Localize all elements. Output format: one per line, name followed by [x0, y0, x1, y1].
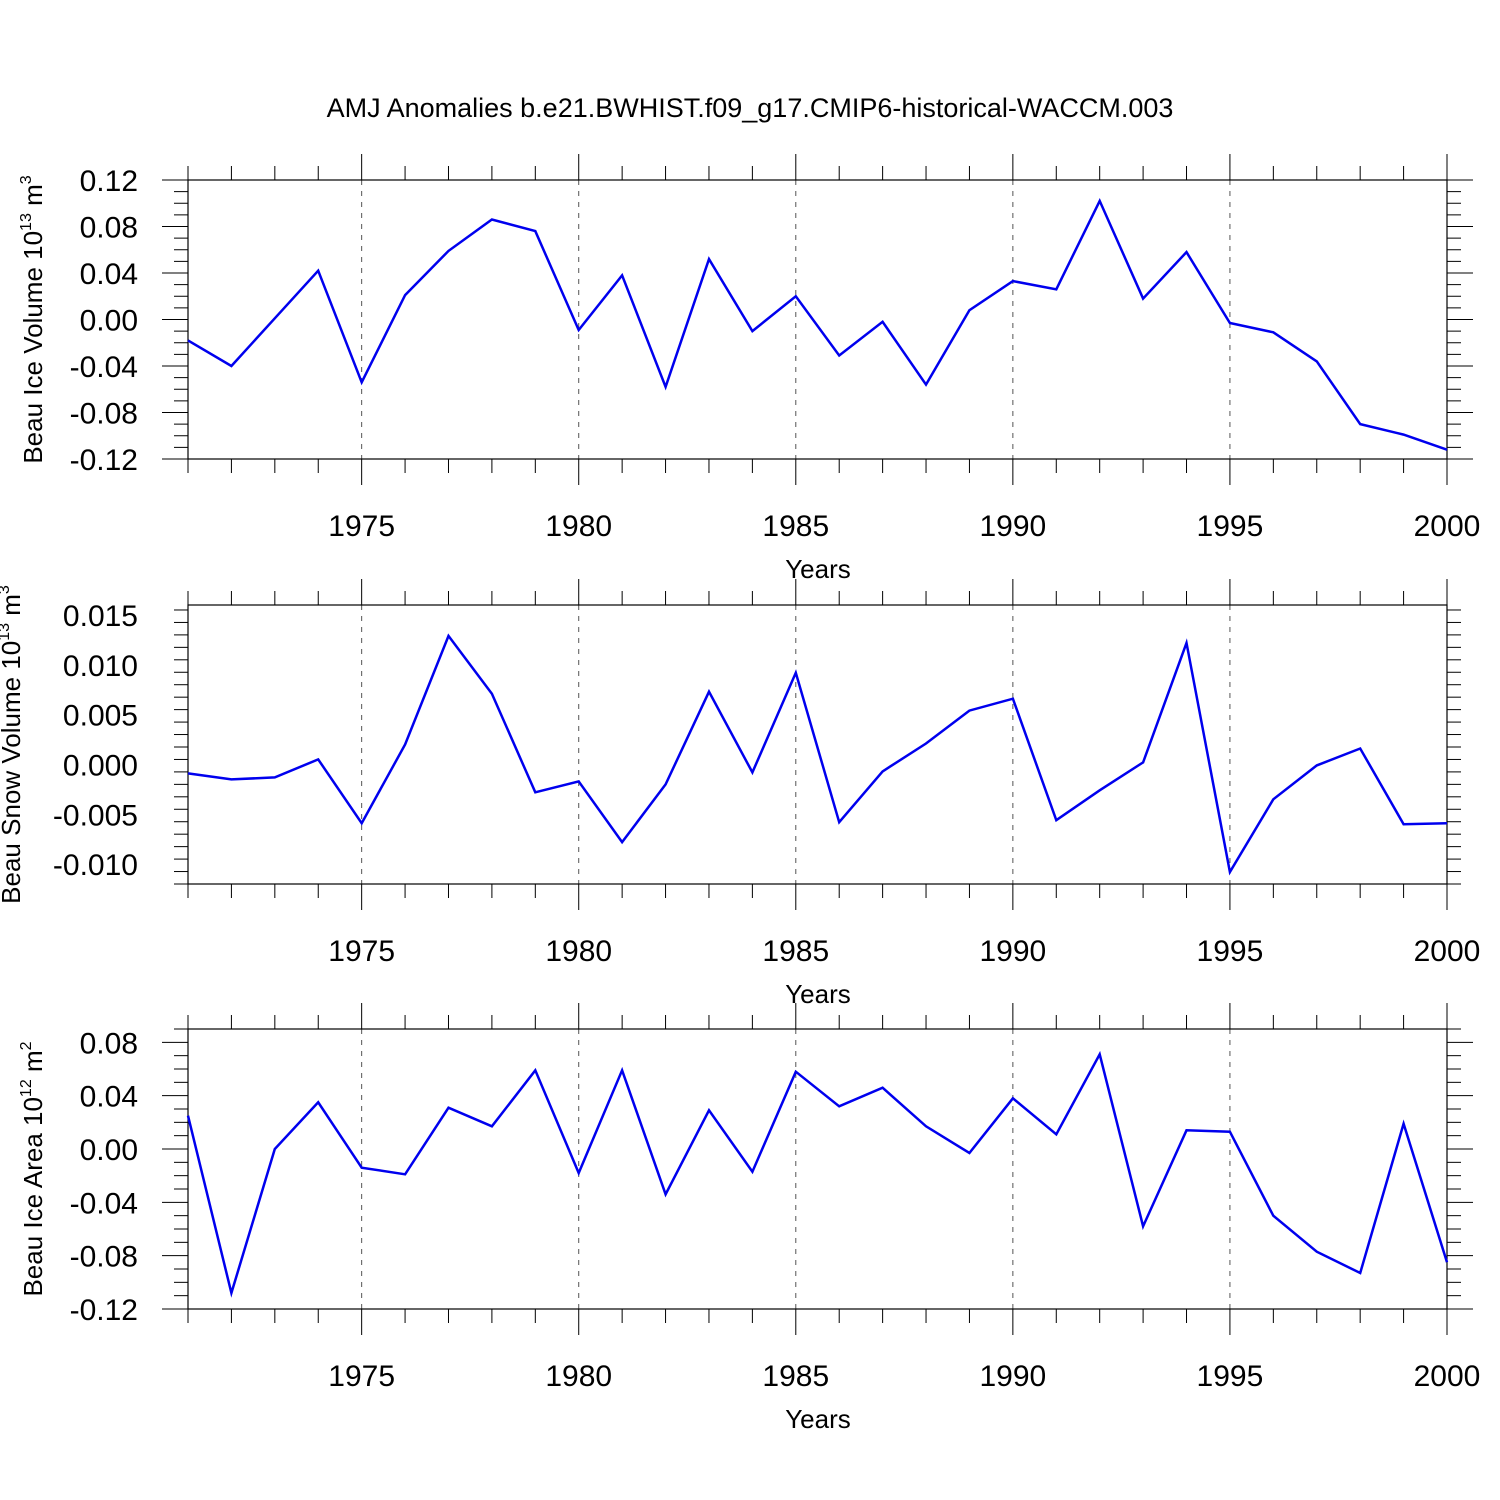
y-tick-label: -0.08 [70, 398, 138, 431]
x-tick-label: 1975 [328, 935, 395, 968]
y-tick-label: 0.015 [63, 600, 138, 633]
chart-panel-2: 0.015 0.010 0.005 0.000 -0.005 -0.010 1975 1980… [0, 579, 1480, 1009]
y-axis-title-part: m [18, 1050, 48, 1079]
x-tick-label: 1980 [545, 510, 612, 543]
y-tick-label: 0.000 [63, 749, 138, 782]
x-tick-label: 2000 [1414, 935, 1481, 968]
y-axis-title-superscript: 3 [0, 585, 13, 594]
x-tick-label: 1990 [979, 510, 1046, 543]
x-axis-title: Years [785, 1404, 851, 1434]
y-tick-label: 0.00 [80, 305, 138, 338]
x-tick-label: 1980 [545, 1360, 612, 1393]
y-axis-title-part: m [18, 184, 48, 213]
y-axis-title-superscript: 12 [18, 1079, 35, 1097]
chart-panel-1: 0.12 0.08 0.04 0.00 -0.04 -0.08 -0.12 1975 1980 1… [18, 154, 1480, 584]
series-line [187, 197, 1448, 451]
x-tick-label: 1995 [1197, 510, 1264, 543]
y-tick-label: 0.010 [63, 650, 138, 683]
y-axis-title-superscript: 3 [18, 175, 35, 184]
y-tick-label: -0.005 [53, 799, 138, 832]
x-tick-label: 1985 [762, 510, 829, 543]
y-tick-label: -0.04 [70, 351, 138, 384]
y-axis-title: Beau Ice Volume 1013 m3 [18, 175, 48, 463]
y-axis-title-superscript: 13 [0, 623, 13, 641]
y-tick-label: 0.04 [80, 258, 138, 291]
x-tick-label: 1990 [979, 1360, 1046, 1393]
chart-panel-3: 0.08 0.04 0.00 -0.04 -0.08 -0.12 1975 1980 1985 1… [18, 1003, 1480, 1434]
x-tick-label: 1995 [1197, 935, 1264, 968]
x-tick-label: 2000 [1414, 510, 1481, 543]
x-tick-label: 1975 [328, 510, 395, 543]
y-tick-label: -0.08 [70, 1241, 138, 1274]
plot-frame [187, 1028, 1448, 1310]
x-tick-label: 1985 [762, 1360, 829, 1393]
y-axis-title-superscript: 2 [18, 1041, 35, 1050]
y-tick-label: 0.12 [80, 165, 138, 198]
y-tick-label: 0.08 [80, 212, 138, 245]
panels: 0.12 0.08 0.04 0.00 -0.04 -0.08 -0.12 1975 1980 1… [0, 154, 1480, 1434]
y-axis-title-part: Beau Ice Area 10 [18, 1097, 48, 1296]
figure-title: AMJ Anomalies b.e21.BWHIST.f09_g17.CMIP6… [327, 93, 1174, 123]
y-tick-label: 0.005 [63, 700, 138, 733]
x-tick-label: 1975 [328, 1360, 395, 1393]
x-tick-label: 2000 [1414, 1360, 1481, 1393]
x-tick-label: 1985 [762, 935, 829, 968]
x-axis-title: Years [785, 554, 851, 584]
y-tick-label: -0.04 [70, 1187, 138, 1220]
y-tick-label: 0.00 [80, 1134, 138, 1167]
plot-frame [187, 604, 1448, 885]
y-axis-title: Beau Ice Area 1012 m2 [18, 1041, 48, 1296]
y-tick-label: -0.010 [53, 849, 138, 882]
x-tick-label: 1995 [1197, 1360, 1264, 1393]
x-axis-title: Years [785, 979, 851, 1009]
y-axis-title-part: Beau Ice Volume 10 [18, 231, 48, 464]
y-tick-label: -0.12 [70, 1294, 138, 1327]
x-tick-label: 1980 [545, 935, 612, 968]
y-tick-label: 0.08 [80, 1027, 138, 1060]
y-axis-title-part: m [0, 594, 26, 623]
y-axis-title: Beau Snow Volume 1013 m3 [0, 585, 26, 904]
series-line [187, 633, 1448, 876]
y-tick-label: -0.12 [70, 444, 138, 477]
y-axis-title-part: Beau Snow Volume 10 [0, 641, 26, 904]
y-tick-label: 0.04 [80, 1081, 138, 1114]
y-axis-title-superscript: 13 [18, 213, 35, 231]
x-tick-label: 1990 [979, 935, 1046, 968]
series-line [186, 1050, 1449, 1298]
